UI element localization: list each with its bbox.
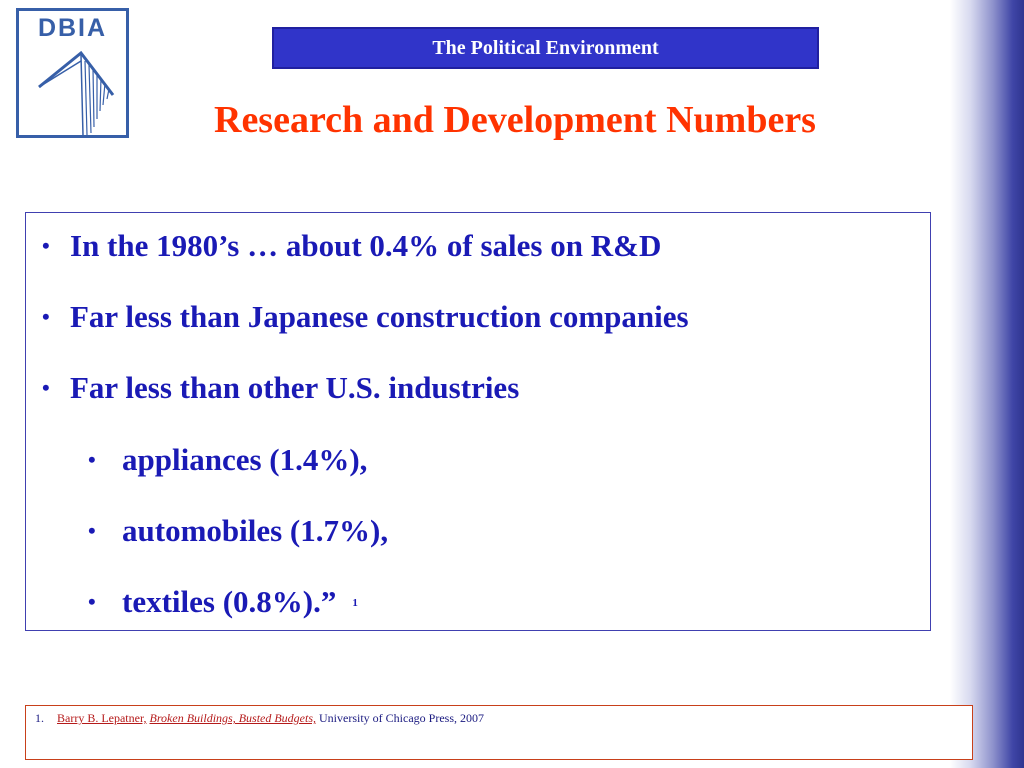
bullet-dot-icon: • bbox=[88, 589, 96, 614]
footnote-reference: 1 bbox=[352, 597, 358, 609]
bullet-text: In the 1980’s … about 0.4% of sales on R… bbox=[70, 228, 662, 263]
bullet-text: appliances (1.4%), bbox=[122, 442, 368, 477]
footnote-number: 1. bbox=[35, 711, 44, 725]
bullet-dot-icon: • bbox=[42, 304, 50, 329]
decorative-gradient-bar bbox=[950, 0, 1024, 768]
bullet-text: automobiles (1.7%), bbox=[122, 513, 389, 548]
bullet-item-appliances: • appliances (1.4%), bbox=[88, 440, 367, 480]
bullet-dot-icon: • bbox=[42, 375, 50, 400]
bullet-item-rd-spending: • In the 1980’s … about 0.4% of sales on … bbox=[42, 226, 661, 266]
dbia-logo: DBIA bbox=[16, 8, 129, 138]
bullet-dot-icon: • bbox=[88, 518, 96, 543]
footnote-publisher: University of Chicago Press, 2007 bbox=[319, 711, 484, 725]
logo-text: DBIA bbox=[37, 14, 108, 42]
topic-banner: The Political Environment bbox=[272, 27, 819, 69]
bullet-item-japanese-comparison: • Far less than Japanese construction com… bbox=[42, 297, 689, 337]
footnote-book-title: Broken Buildings, Busted Budgets, bbox=[149, 711, 317, 725]
bullet-dot-icon: • bbox=[88, 447, 96, 472]
bullet-item-textiles: • textiles (0.8%).” 1 bbox=[88, 582, 358, 623]
logo-mark-icon bbox=[38, 50, 115, 136]
bullet-text: Far less than other U.S. industries bbox=[70, 370, 520, 405]
bullet-item-automobiles: • automobiles (1.7%), bbox=[88, 511, 388, 551]
footnote-author: Barry B. Lepatner, bbox=[57, 711, 147, 725]
bullet-item-us-industries: • Far less than other U.S. industries bbox=[42, 368, 519, 408]
content-box: • In the 1980’s … about 0.4% of sales on … bbox=[25, 212, 931, 631]
bullet-text: Far less than Japanese construction comp… bbox=[70, 299, 689, 334]
footnote-box: 1. Barry B. Lepatner, Broken Buildings, … bbox=[25, 705, 973, 760]
slide-title: Research and Development Numbers bbox=[214, 99, 816, 141]
bullet-dot-icon: • bbox=[42, 233, 50, 258]
bullet-text: textiles (0.8%).” bbox=[122, 584, 337, 619]
